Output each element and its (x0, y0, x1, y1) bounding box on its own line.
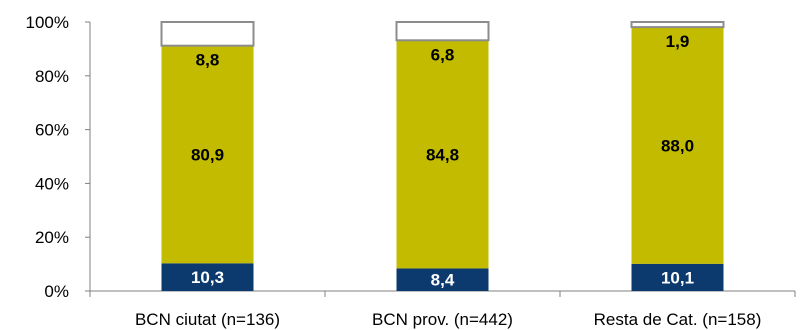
data-label: 1,9 (666, 32, 690, 51)
bar-segment (631, 27, 724, 264)
data-label: 8,4 (431, 271, 455, 290)
y-tick-label: 40% (35, 174, 69, 193)
data-label: 6,8 (431, 45, 455, 64)
y-tick-label: 20% (35, 228, 69, 247)
bar-segment (161, 263, 254, 291)
data-labels: 10,3 80,9 8,8 8,4 84,8 6,8 10,1 88,0 1,9 (191, 32, 694, 290)
data-label: 88,0 (661, 136, 694, 155)
x-category-label: BCN ciutat (n=136) (135, 310, 280, 329)
bar-segment (396, 268, 489, 291)
axes: 0% 20% 40% 60% 80% 100% BCN ciutat (n=136) BCN … (26, 13, 796, 329)
bar-segment (160, 21, 255, 47)
bar-segment (631, 263, 724, 291)
data-label: 80,9 (191, 145, 224, 164)
data-label: 10,1 (661, 268, 694, 287)
bar-segment (395, 21, 490, 42)
y-tick-label: 80% (35, 67, 69, 86)
bar-segment (161, 45, 254, 264)
x-category-label: BCN prov. (n=442) (372, 310, 513, 329)
bar-segment (396, 40, 489, 269)
data-label: 84,8 (426, 145, 459, 164)
bar-segment (630, 21, 725, 29)
y-tick-label: 0% (44, 282, 69, 301)
data-label: 8,8 (196, 51, 220, 70)
x-category-label: Resta de Cat. (n=158) (594, 310, 762, 329)
y-tick-label: 100% (26, 13, 69, 32)
data-label: 10,3 (191, 268, 224, 287)
bars (160, 21, 725, 291)
y-tick-label: 60% (35, 121, 69, 140)
